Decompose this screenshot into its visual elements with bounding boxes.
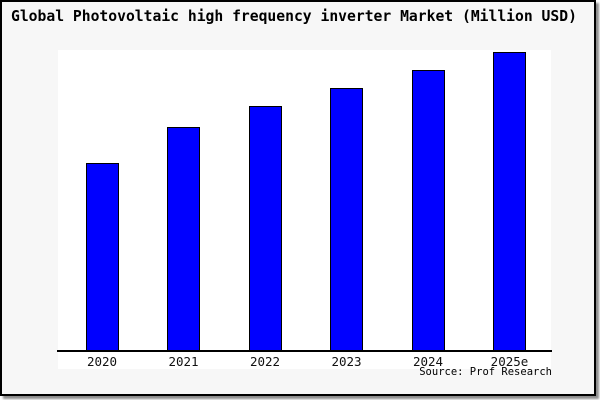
bar-2022 xyxy=(248,106,282,352)
bar-2025e xyxy=(493,52,526,352)
source-label: Source: Prof Research xyxy=(419,366,552,378)
chart-title: Global Photovoltaic high frequency inver… xyxy=(11,8,577,25)
bar-2023 xyxy=(330,88,363,352)
bar-2020 xyxy=(85,163,119,352)
bars-container xyxy=(58,50,551,369)
bar-2024 xyxy=(411,70,445,352)
x-axis-line xyxy=(57,350,552,352)
plot-area: 2020 2021 2022 2023 2024 2025e xyxy=(57,50,552,369)
bar-2021 xyxy=(167,127,200,352)
